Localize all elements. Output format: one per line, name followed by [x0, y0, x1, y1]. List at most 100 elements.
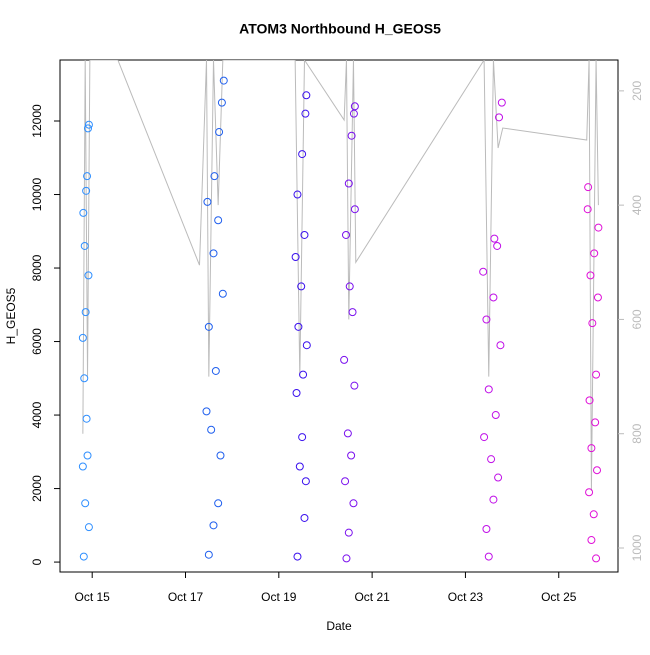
y-tick-label: 10000 — [30, 178, 44, 212]
y2-tick-label: 600 — [630, 309, 644, 329]
x-axis-label: Date — [326, 619, 352, 633]
data-point — [480, 433, 489, 442]
data-point — [340, 355, 349, 364]
data-point — [349, 499, 358, 508]
data-point — [292, 389, 301, 398]
data-point — [214, 216, 223, 225]
data-point — [297, 282, 306, 291]
y-tick-label: 2000 — [30, 475, 44, 502]
data-point — [294, 322, 303, 331]
data-point — [589, 510, 598, 519]
data-point — [204, 550, 213, 559]
data-point — [594, 223, 603, 232]
data-point — [216, 451, 225, 460]
plot-frame — [59, 59, 619, 573]
data-point — [79, 552, 88, 561]
y2-tick-label: 200 — [630, 81, 644, 101]
data-point — [490, 234, 499, 243]
x-tick-label: Oct 21 — [354, 590, 390, 604]
y2-tick-label: 1000 — [630, 534, 644, 561]
pressure-line — [82, 60, 599, 491]
data-point — [342, 554, 351, 563]
data-point — [479, 267, 488, 276]
data-point — [298, 150, 307, 159]
x-tick-label: Oct 25 — [541, 590, 577, 604]
data-point — [79, 208, 88, 217]
data-point — [593, 293, 602, 302]
data-point — [207, 425, 216, 434]
data-point — [587, 444, 596, 453]
y-tick-label: 12000 — [30, 104, 44, 138]
data-point — [341, 230, 350, 239]
data-point — [494, 473, 503, 482]
data-point — [585, 488, 594, 497]
data-point — [300, 230, 309, 239]
data-point — [81, 499, 90, 508]
x-tick-label: Oct 19 — [261, 590, 297, 604]
data-point — [593, 466, 602, 475]
data-point — [82, 414, 91, 423]
data-point — [497, 98, 506, 107]
data-point — [350, 102, 359, 111]
data-point — [350, 381, 359, 390]
data-point — [83, 451, 92, 460]
data-point — [84, 523, 93, 532]
data-point — [587, 536, 596, 545]
data-point — [291, 253, 300, 262]
data-point — [345, 282, 354, 291]
data-point — [218, 289, 227, 298]
y2-tick-label: 400 — [630, 195, 644, 215]
x-tick-label: Oct 17 — [168, 590, 204, 604]
data-point — [302, 91, 311, 100]
y-axis-label: H_GEOS5 — [4, 287, 18, 344]
data-point — [209, 249, 218, 258]
data-point — [295, 462, 304, 471]
data-point — [214, 499, 223, 508]
data-point — [347, 451, 356, 460]
data-point — [80, 241, 89, 250]
data-point — [343, 429, 352, 438]
data-point — [80, 374, 89, 383]
data-point — [348, 308, 357, 317]
data-point — [78, 333, 87, 342]
x-tick-label: Oct 23 — [448, 590, 484, 604]
data-point — [491, 411, 500, 420]
y-tick-label: 0 — [30, 558, 44, 565]
data-point — [496, 341, 505, 350]
data-point — [590, 249, 599, 258]
data-point — [584, 183, 593, 192]
data-point — [83, 172, 92, 181]
data-point — [78, 462, 87, 471]
data-point — [300, 513, 309, 522]
data-point — [484, 552, 493, 561]
plot-area — [78, 60, 603, 563]
y2-tick-label: 800 — [630, 423, 644, 443]
data-point — [591, 418, 600, 427]
data-point — [202, 407, 211, 416]
data-point — [588, 319, 597, 328]
data-point — [489, 495, 498, 504]
data-point — [298, 433, 307, 442]
data-point — [301, 109, 310, 118]
x-tick-label: Oct 15 — [75, 590, 111, 604]
data-point — [84, 120, 93, 129]
data-point — [586, 271, 595, 280]
data-point — [84, 271, 93, 280]
data-point — [302, 341, 311, 350]
data-point — [293, 190, 302, 199]
data-point — [495, 113, 504, 122]
data-point — [293, 552, 302, 561]
data-point — [83, 124, 92, 133]
data-point — [344, 179, 353, 188]
data-point — [217, 98, 226, 107]
data-point — [489, 293, 498, 302]
data-point — [592, 370, 601, 379]
data-point — [81, 308, 90, 317]
data-point — [210, 172, 219, 181]
data-point — [482, 524, 491, 533]
data-point — [203, 197, 212, 206]
data-point — [204, 322, 213, 331]
data-point — [211, 366, 220, 375]
chart-title: ATOM3 Northbound H_GEOS5 — [239, 21, 441, 37]
